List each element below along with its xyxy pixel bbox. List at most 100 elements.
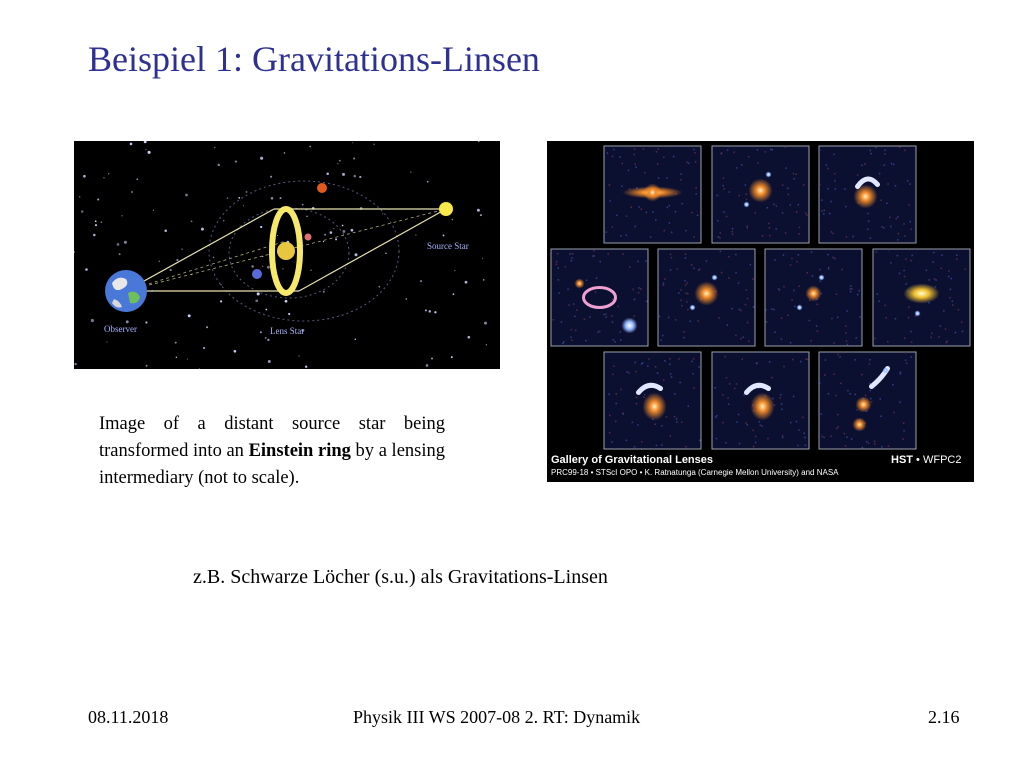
star-dot xyxy=(450,356,453,359)
star-dot xyxy=(145,364,148,367)
earth-icon xyxy=(105,270,147,312)
star-dot xyxy=(267,360,271,363)
star-dot xyxy=(309,145,312,148)
star-dot xyxy=(190,220,193,223)
star-dot xyxy=(74,251,76,254)
star-dot xyxy=(267,338,270,342)
star-dot xyxy=(352,142,354,144)
lens-tile xyxy=(657,248,756,347)
star-dot xyxy=(405,298,408,300)
star-dot xyxy=(452,293,455,296)
planet-icon xyxy=(304,233,312,241)
star-dot xyxy=(200,227,204,231)
star-dot xyxy=(415,234,417,236)
star-dot xyxy=(419,280,423,283)
footer-date: 08.11.2018 xyxy=(88,707,169,727)
star-dot xyxy=(175,356,178,359)
star-dot xyxy=(214,146,216,148)
einstein-ring xyxy=(269,206,303,296)
star-dot xyxy=(185,193,188,197)
star-dot xyxy=(342,229,346,233)
einstein-ring-illustration: Source Star Observer Lens Star xyxy=(74,141,500,369)
lens-tile xyxy=(603,351,702,450)
star-dot xyxy=(282,268,284,270)
star-dot xyxy=(118,253,121,256)
star-dot xyxy=(129,142,133,146)
gallery-credit: PRC99-18 • STScI OPO • K. Ratnatunga (Ca… xyxy=(551,468,839,477)
star-dot xyxy=(106,341,108,343)
star-dot xyxy=(147,150,151,154)
star-dot xyxy=(324,233,326,236)
figure-caption: Image of a distant source star being tra… xyxy=(99,411,445,492)
source-star-icon xyxy=(439,202,453,216)
star-dot xyxy=(83,174,86,178)
star-dot xyxy=(213,256,215,258)
star-dot xyxy=(298,355,300,357)
star-dot xyxy=(121,215,123,217)
star-dot xyxy=(125,320,129,324)
star-dot xyxy=(288,312,291,316)
star-dot xyxy=(164,229,167,232)
lens-gallery-illustration: Gallery of Gravitational Lenses HST • WF… xyxy=(547,141,974,482)
star-dot xyxy=(256,292,260,296)
star-dot xyxy=(335,238,338,241)
star-dot xyxy=(467,335,471,339)
star-dot xyxy=(359,175,362,179)
einstein-ring-diagram: Source Star Observer Lens Star xyxy=(74,141,500,369)
star-dot xyxy=(217,163,221,167)
star-dot xyxy=(219,300,223,303)
star-dot xyxy=(265,308,268,311)
star-dot xyxy=(136,178,138,180)
gallery-title: Gallery of Gravitational Lenses xyxy=(551,454,713,466)
star-dot xyxy=(338,159,341,162)
footer-course: Physik III WS 2007-08 2. RT: Dynamik xyxy=(353,707,641,727)
star-dot xyxy=(479,214,482,217)
caption-text-end: by a lensing intermediary (not to scale)… xyxy=(99,441,445,488)
star-dot xyxy=(378,285,381,288)
footer-page-number: 2.16 xyxy=(928,707,960,727)
star-dot xyxy=(158,260,161,263)
star-dot xyxy=(425,364,429,367)
lens-tile xyxy=(764,248,863,347)
star-dot xyxy=(342,172,345,176)
star-dot xyxy=(353,174,356,178)
star-dot xyxy=(226,197,229,199)
star-dot xyxy=(279,197,282,200)
lens-tile xyxy=(818,145,917,244)
star-dot xyxy=(123,240,127,244)
star-dot xyxy=(187,314,191,318)
lens-star-icon xyxy=(277,242,295,260)
star-dot xyxy=(451,218,454,221)
star-dot xyxy=(187,358,189,360)
star-dot xyxy=(223,220,225,222)
lens-tiles xyxy=(550,145,971,450)
star-dot xyxy=(305,365,308,368)
star-dot xyxy=(145,148,147,151)
star-dot xyxy=(350,228,354,232)
star-dot xyxy=(242,205,244,207)
star-dot xyxy=(94,224,98,227)
lens-tile xyxy=(711,351,810,450)
star-dot xyxy=(143,141,147,144)
star-dot xyxy=(100,221,103,223)
star-dot xyxy=(181,248,183,250)
star-dot xyxy=(202,346,206,350)
caption-bold-term: Einstein ring xyxy=(248,441,351,461)
star-dot xyxy=(234,160,237,163)
star-dot xyxy=(373,143,375,145)
star-dot xyxy=(152,209,154,211)
star-dot xyxy=(145,321,148,324)
star-dot xyxy=(284,299,288,303)
star-dot xyxy=(426,180,429,183)
star-dot xyxy=(90,318,94,323)
star-dot xyxy=(410,171,412,173)
star-dot xyxy=(310,269,312,271)
lens-tile xyxy=(603,145,702,244)
lens-tile xyxy=(872,248,971,347)
star-dot xyxy=(245,190,248,193)
star-dot xyxy=(198,368,200,369)
star-dot xyxy=(206,326,209,329)
star-dot xyxy=(337,163,339,165)
observer-label: Observer xyxy=(104,324,137,334)
star-dot xyxy=(116,243,120,246)
